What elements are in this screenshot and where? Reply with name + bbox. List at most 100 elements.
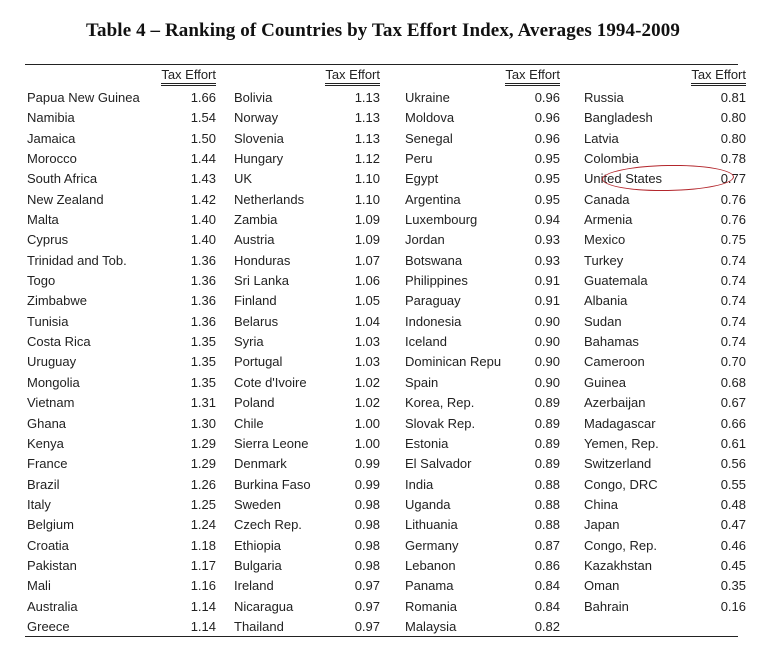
tax-effort-value: 0.55 (720, 476, 746, 492)
country-name: South Africa (27, 171, 98, 187)
table-row: China 0.48 (584, 495, 746, 515)
country-name: France (27, 456, 68, 472)
table-top-rule (25, 64, 738, 65)
table-row: Sierra Leone 1.00 (234, 434, 380, 454)
tax-effort-value: 1.03 (354, 334, 380, 350)
country-name: Poland (234, 395, 275, 411)
table-row: Costa Rica 1.35 (27, 332, 216, 352)
table-row: Colombia 0.78 (584, 149, 746, 169)
table-row: Lithuania 0.88 (405, 515, 560, 535)
table-row: Portugal 1.03 (234, 352, 380, 372)
country-name: Azerbaijan (584, 395, 646, 411)
table-row: Armenia 0.76 (584, 210, 746, 230)
table-row: Bolivia 1.13 (234, 88, 380, 108)
table-row: Iceland 0.90 (405, 332, 560, 352)
country-name: Oman (584, 578, 620, 594)
tax-effort-value: 1.02 (354, 395, 380, 411)
tax-effort-value: 0.46 (720, 537, 746, 553)
country-name: Colombia (584, 151, 639, 167)
tax-effort-value: 0.91 (534, 273, 560, 289)
country-name: Lebanon (405, 557, 456, 573)
tax-effort-value: 1.05 (354, 293, 380, 309)
country-name: Japan (584, 517, 620, 533)
table-row: Switzerland 0.56 (584, 454, 746, 474)
tax-effort-value: 0.61 (720, 435, 746, 451)
table-row: Albania 0.74 (584, 291, 746, 311)
table-row: Sweden 0.98 (234, 495, 380, 515)
tax-effort-value: 0.89 (534, 456, 560, 472)
tax-effort-value: 0.88 (534, 517, 560, 533)
table-row: Cameroon 0.70 (584, 352, 746, 372)
table-row: Germany 0.87 (405, 536, 560, 556)
country-name: Congo, DRC (584, 476, 658, 492)
table-row: Zimbabwe 1.36 (27, 291, 216, 311)
table-row: Australia 1.14 (27, 597, 216, 617)
country-name: Cameroon (584, 354, 645, 370)
tax-effort-value: 0.84 (534, 598, 560, 614)
table-bottom-rule (25, 636, 738, 637)
country-name: Senegal (405, 130, 453, 146)
country-name: Congo, Rep. (584, 537, 657, 553)
country-name: Togo (27, 273, 56, 289)
tax-effort-value: 0.93 (534, 232, 560, 248)
tax-effort-value: 1.54 (190, 110, 216, 126)
country-name: Albania (584, 293, 628, 309)
country-name: Jordan (405, 232, 445, 248)
country-name: Switzerland (584, 456, 652, 472)
column-header-label: Tax Effort (505, 68, 560, 86)
column-header: Tax Effort (405, 66, 560, 88)
country-name: UK (234, 171, 253, 187)
table-title: Table 4 – Ranking of Countries by Tax Ef… (86, 20, 680, 41)
country-name: Panama (405, 578, 454, 594)
tax-effort-value: 1.09 (354, 212, 380, 228)
table-row: Canada 0.76 (584, 190, 746, 210)
country-name: Armenia (584, 212, 633, 228)
tax-effort-value: 0.90 (534, 374, 560, 390)
country-name: Egypt (405, 171, 439, 187)
table-row: Bahamas 0.74 (584, 332, 746, 352)
country-name: Cyprus (27, 232, 69, 248)
tax-effort-value: 0.97 (354, 618, 380, 634)
table-row: Madagascar 0.66 (584, 414, 746, 434)
tax-effort-value: 0.90 (534, 313, 560, 329)
table-row: Mongolia 1.35 (27, 373, 216, 393)
tax-effort-value: 0.96 (534, 130, 560, 146)
country-name: Ireland (234, 578, 274, 594)
table-row: Belgium 1.24 (27, 515, 216, 535)
tax-effort-value: 0.74 (720, 273, 746, 289)
table-row: Congo, Rep. 0.46 (584, 536, 746, 556)
tax-effort-value: 1.09 (354, 232, 380, 248)
tax-effort-value: 0.74 (720, 334, 746, 350)
tax-effort-value: 0.35 (720, 578, 746, 594)
country-name: Vietnam (27, 395, 75, 411)
country-name: El Salvador (405, 456, 472, 472)
country-name: Germany (405, 537, 459, 553)
country-name: Sweden (234, 496, 281, 512)
tax-effort-value: 1.29 (190, 456, 216, 472)
table-row: Netherlands 1.10 (234, 190, 380, 210)
table-row: Spain 0.90 (405, 373, 560, 393)
country-name: Pakistan (27, 557, 77, 573)
table-row: Papua New Guinea 1.66 (27, 88, 216, 108)
column-header-label: Tax Effort (325, 68, 380, 86)
country-name: Ethiopia (234, 537, 281, 553)
country-name: Mongolia (27, 374, 80, 390)
table-column-2: Tax Effort Bolivia 1.13 Norway 1.13 Slovenia… (234, 66, 380, 637)
tax-effort-value: 0.80 (720, 130, 746, 146)
country-name: Honduras (234, 252, 291, 268)
table-row: Luxembourg 0.94 (405, 210, 560, 230)
table-row: Guinea 0.68 (584, 373, 746, 393)
tax-effort-value: 0.95 (534, 151, 560, 167)
table-row: Bangladesh 0.80 (584, 108, 746, 128)
tax-effort-value: 0.78 (720, 151, 746, 167)
table-row: Namibia 1.54 (27, 108, 216, 128)
tax-effort-value: 0.95 (534, 171, 560, 187)
tax-effort-value: 1.35 (190, 334, 216, 350)
table-row: Hungary 1.12 (234, 149, 380, 169)
tax-effort-value: 1.44 (190, 151, 216, 167)
table-row: Morocco 1.44 (27, 149, 216, 169)
tax-effort-value: 1.25 (190, 496, 216, 512)
tax-effort-value: 0.89 (534, 415, 560, 431)
tax-effort-value: 0.77 (720, 171, 746, 187)
tax-effort-value: 0.93 (534, 252, 560, 268)
